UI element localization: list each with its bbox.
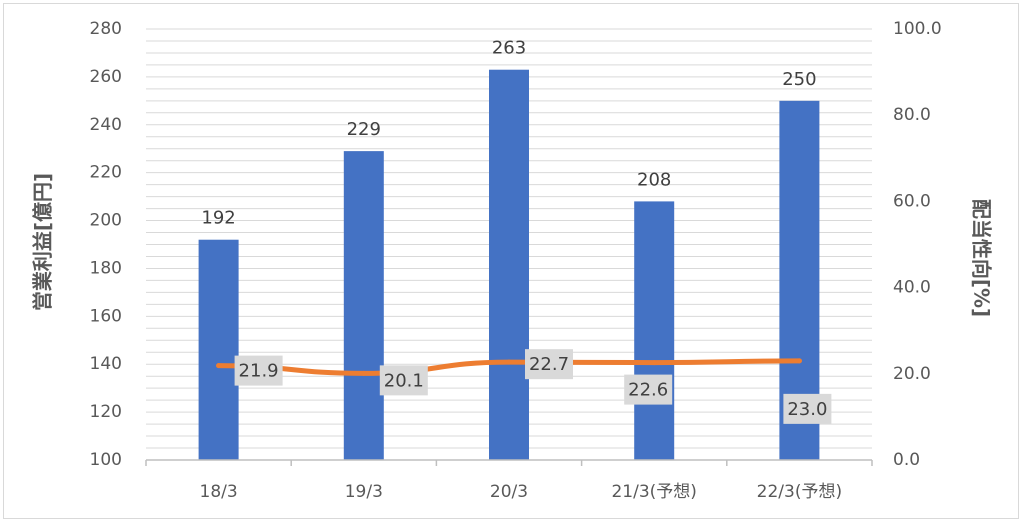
y-left-tick-label: 280: [90, 19, 122, 39]
y-left-tick-label: 240: [90, 115, 122, 135]
line-point: [216, 363, 222, 369]
x-tick-label: 18/3: [200, 482, 238, 502]
line-value-label: 23.0: [783, 393, 832, 424]
y-axis-right: 0.0 20.0 40.0 60.0 80.0 100.0: [893, 19, 942, 470]
line-value-label-text: 22.6: [628, 380, 668, 401]
bar-series: [198, 69, 820, 460]
bar-value-label: 192: [201, 208, 235, 229]
line-value-label-text: 23.0: [787, 399, 827, 420]
bar: [343, 151, 384, 460]
y-left-tick-label: 100: [90, 450, 122, 470]
line-point: [361, 370, 367, 376]
y-right-tick-label: 60.0: [893, 191, 931, 211]
bar-value-label: 250: [782, 69, 816, 90]
bar: [489, 69, 529, 460]
line-value-label: 22.6: [624, 374, 673, 405]
line-value-label-text: 22.7: [529, 354, 569, 375]
y-axis-left-title: 営業利益[億円]: [31, 173, 55, 311]
line-value-label: 21.9: [234, 355, 283, 386]
bar-value-label: 229: [347, 119, 381, 140]
line-value-label-text: 21.9: [239, 361, 279, 382]
y-right-tick-label: 40.0: [893, 278, 931, 298]
line-value-label-box: [379, 365, 428, 396]
y-left-tick-label: 160: [90, 306, 122, 326]
line-value-label-text: 20.1: [384, 370, 424, 391]
bar-value-label: 208: [637, 169, 671, 190]
bar: [634, 201, 675, 460]
line-point: [651, 360, 657, 366]
y-right-tick-label: 100.0: [893, 19, 942, 39]
line-value-label-box: [234, 355, 283, 386]
y-right-tick-label: 80.0: [893, 105, 931, 125]
y-axis-right-title: 配当性向[%]: [970, 199, 994, 317]
line-value-label: 20.1: [379, 365, 428, 396]
x-tick-label: 22/3(予想): [757, 482, 842, 502]
y-right-tick-label: 0.0: [893, 450, 920, 470]
line-value-labels: 21.9 20.1 22.7 22.6 23.0: [234, 349, 832, 424]
x-axis: 18/3 19/3 20/3 21/3(予想) 22/3(予想): [145, 459, 873, 502]
y-left-tick-label: 260: [90, 67, 122, 87]
line-point: [796, 358, 802, 364]
y-left-tick-label: 180: [90, 258, 122, 278]
y-left-tick-label: 140: [90, 354, 122, 374]
x-tick-label: 19/3: [345, 482, 383, 502]
line-value-label-box: [525, 349, 573, 380]
y-right-tick-label: 20.0: [893, 364, 931, 384]
bar-value-labels: 192 229 263 208 250: [201, 38, 816, 229]
line-value-label: 22.7: [525, 349, 573, 380]
bar-value-label: 263: [492, 38, 526, 59]
x-tick-label: 20/3: [490, 482, 528, 502]
x-tick-label: 21/3(予想): [611, 482, 696, 502]
line-value-label-box: [624, 374, 673, 405]
y-left-tick-label: 220: [90, 163, 122, 183]
bar: [198, 239, 239, 460]
y-left-tick-label: 200: [90, 211, 122, 231]
line-point: [506, 359, 512, 365]
line-value-label-box: [783, 393, 832, 424]
y-axis-left: 100 120 140 160 180 200 220 240 260 280: [90, 19, 122, 470]
line-series: [216, 358, 802, 376]
y-left-tick-label: 120: [90, 402, 122, 422]
